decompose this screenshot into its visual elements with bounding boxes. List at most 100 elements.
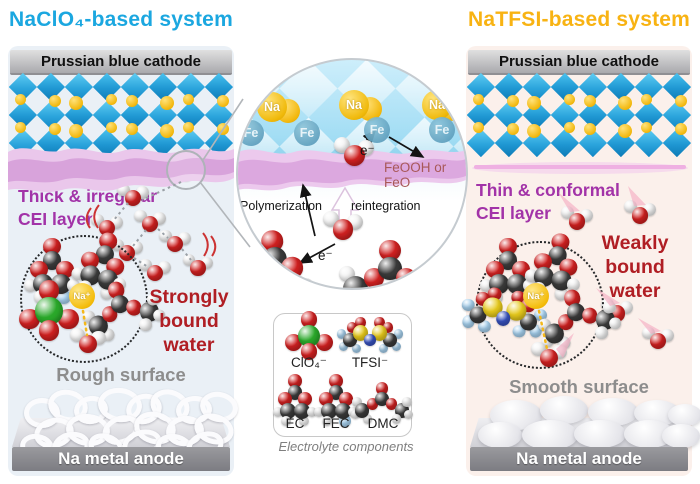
cei-label-right-line1: Thin & conformal — [476, 180, 620, 200]
na-atom — [526, 123, 542, 139]
smooth-pebble-icon — [662, 424, 700, 448]
o-atom — [343, 145, 365, 166]
cathode-bar-right: Prussian blue cathode — [468, 50, 690, 75]
anode-label-left: Na metal anode — [58, 449, 184, 468]
f-atom — [339, 341, 349, 352]
na-atom — [617, 95, 633, 111]
na-atom — [182, 121, 194, 133]
o-atom — [38, 319, 60, 341]
dendrite-layer — [8, 46, 241, 476]
fe-atom: Fe — [294, 120, 320, 146]
h-atom — [352, 397, 362, 407]
natfsi-panel: Prussian blue cathode Thin & conformal C… — [461, 46, 700, 476]
o-atom — [146, 265, 164, 282]
o-atom — [78, 335, 98, 354]
polymerization-label: Polymerization — [240, 199, 322, 213]
h-atom — [307, 406, 318, 417]
o-atom — [124, 190, 142, 207]
left-system-title: NaClO₄-based system — [9, 8, 233, 31]
na-atom — [105, 121, 117, 133]
h-atom — [391, 414, 402, 424]
o-atom — [486, 260, 504, 279]
o-atom — [631, 206, 649, 224]
anode-label-right: Na metal anode — [516, 449, 642, 468]
bound-water-right-line2: bound — [605, 256, 665, 278]
na-atom — [526, 95, 542, 111]
na-atom-label: Na — [422, 90, 452, 120]
o-atom — [30, 260, 48, 279]
right-system-title: NaTFSI-based system — [467, 8, 691, 31]
o-atom — [366, 398, 379, 410]
h-atom — [299, 415, 310, 427]
o-atom — [166, 236, 184, 253]
h-atom — [321, 415, 332, 427]
cathode-label-right: Prussian blue cathode — [498, 53, 660, 70]
reaction-zoom-circle: Na Na Na Fe Fe Fe Fe e⁻ e⁻ FeOOH or FeO … — [236, 58, 468, 290]
f-atom — [378, 343, 389, 354]
na-atom — [583, 94, 597, 108]
o-atom — [332, 219, 354, 240]
bound-water-left-line1: Strongly — [149, 286, 229, 308]
surface-label-right: Smooth surface — [509, 376, 649, 397]
o-atom — [539, 349, 559, 368]
c-atom — [378, 256, 402, 281]
cathode-label-left: Prussian blue cathode — [40, 53, 202, 70]
feooh-product-label: FeOOH or FeO — [384, 160, 447, 190]
bound-water-right-line3: water — [609, 280, 661, 302]
f-atom — [393, 329, 404, 339]
na-atom — [506, 122, 520, 136]
h-atom — [403, 409, 413, 420]
f-atom — [336, 329, 347, 339]
na-atom — [563, 121, 575, 133]
na-atom — [506, 94, 520, 108]
na-atom — [472, 121, 484, 133]
electron-label: e⁻ — [360, 143, 375, 158]
o-atom — [374, 317, 385, 328]
o-atom — [284, 334, 302, 351]
o-atom — [57, 308, 79, 330]
naclo4-panel: Prussian blue cathode Thick & irregular … — [8, 46, 241, 476]
bound-water-left-line2: bound — [159, 310, 219, 332]
c-atom — [506, 273, 527, 295]
na-atom — [159, 123, 175, 139]
electron-label: e⁻ — [318, 248, 333, 263]
smooth-pebble-icon — [540, 396, 588, 424]
smooth-pebble-icon — [574, 420, 626, 448]
dendrite-loop-icon — [24, 398, 60, 428]
na-ion: Na⁺ — [69, 283, 95, 309]
cei-wave-zoom-inner — [238, 158, 466, 186]
o-atom — [19, 308, 41, 330]
c-atom — [334, 402, 351, 419]
o-atom — [316, 334, 334, 351]
h-atom — [362, 414, 373, 424]
o-atom — [288, 373, 302, 388]
clo4-label: ClO₄⁻ — [291, 355, 327, 370]
h-atom — [402, 397, 412, 407]
na-atom — [674, 94, 688, 108]
o-atom — [141, 216, 159, 233]
cei-label-left-line2: CEI layer — [18, 209, 93, 229]
zoom-circle-graphics — [238, 129, 466, 264]
c-atom — [280, 402, 297, 419]
dmc-label: DMC — [367, 416, 399, 431]
o-atom — [300, 343, 318, 361]
na-atom — [48, 94, 62, 108]
n-atom — [364, 334, 376, 346]
na-atom-label: Na — [339, 90, 369, 120]
na-atom — [617, 123, 633, 139]
prussian-blue-lattice-right — [467, 73, 691, 157]
smooth-deposit-layer — [466, 46, 700, 476]
na-atom — [563, 93, 575, 105]
fec-label: FEC — [322, 416, 350, 431]
na-atom — [640, 93, 652, 105]
o-atom — [300, 310, 318, 328]
h-atom — [425, 265, 442, 283]
cathode-bar-left: Prussian blue cathode — [10, 50, 232, 75]
na-atom — [14, 93, 26, 105]
o-atom — [346, 322, 358, 333]
tfsi-label: TFSI⁻ — [351, 355, 389, 370]
h-atom — [313, 406, 324, 417]
electrolyte-caption: Electrolyte components — [278, 439, 414, 454]
na-atom — [125, 122, 139, 136]
f-atom — [351, 343, 362, 354]
